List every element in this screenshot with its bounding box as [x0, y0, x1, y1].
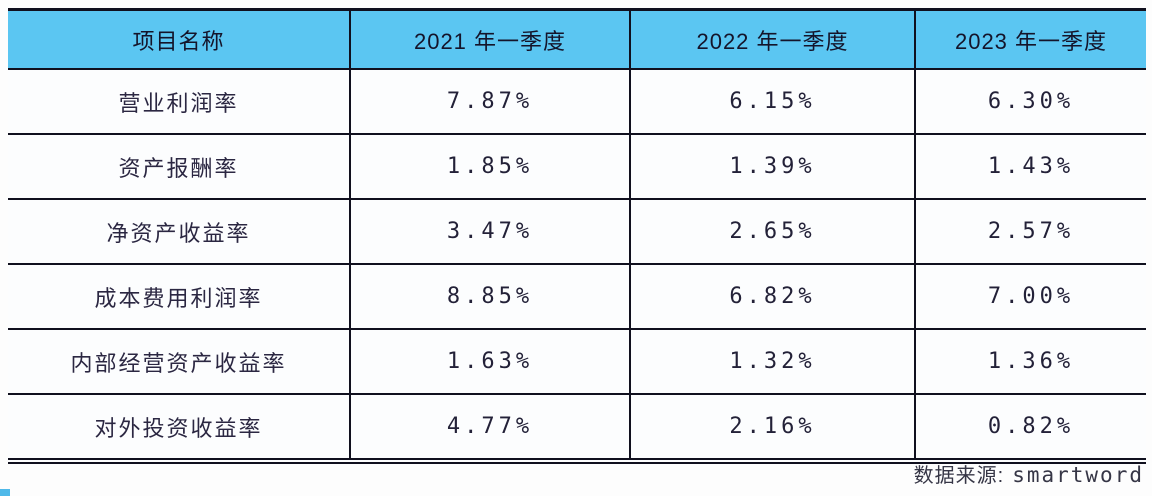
value-cell: 1.85% [349, 134, 630, 200]
value-cell: 6.82% [629, 264, 915, 330]
value-cell: 6.15% [629, 69, 915, 135]
table-row-cost-expense-profit-margin: 成本费用利润率 8.85% 6.82% 7.00% [8, 264, 1146, 330]
value-cell: 1.32% [629, 329, 915, 395]
table-row-external-investment-return: 对外投资收益率 4.77% 2.16% 0.82% [8, 394, 1146, 461]
table-row-return-on-equity: 净资产收益率 3.47% 2.65% 2.57% [8, 199, 1146, 265]
value-cell: 3.47% [349, 199, 630, 265]
value-cell: 7.00% [914, 264, 1146, 330]
value-cell: 4.77% [349, 394, 630, 461]
financial-ratios-table: 项目名称 2021 年一季度 2022 年一季度 2023 年一季度 营业利润率… [8, 8, 1146, 464]
header-cell-item-name: 项目名称 [8, 9, 350, 70]
data-source-note: 数据来源: smartword [914, 459, 1144, 488]
value-cell: 1.63% [349, 329, 630, 395]
header-cell-2021-q1: 2021 年一季度 [349, 9, 630, 70]
row-label: 净资产收益率 [8, 199, 350, 265]
value-cell: 1.43% [914, 134, 1146, 200]
value-cell: 6.30% [914, 69, 1146, 135]
table-row-return-on-assets: 资产报酬率 1.85% 1.39% 1.43% [8, 134, 1146, 200]
blue-corner-speck [0, 489, 10, 496]
value-cell: 0.82% [914, 394, 1146, 461]
table-row-internal-operating-asset-return: 内部经营资产收益率 1.63% 1.32% 1.36% [8, 329, 1146, 395]
data-source-value: smartword [1012, 463, 1144, 487]
value-cell: 7.87% [349, 69, 630, 135]
row-label: 营业利润率 [8, 69, 350, 135]
row-label: 对外投资收益率 [8, 394, 350, 461]
value-cell: 2.16% [629, 394, 915, 461]
value-cell: 2.57% [914, 199, 1146, 265]
value-cell: 1.36% [914, 329, 1146, 395]
value-cell: 1.39% [629, 134, 915, 200]
row-label: 内部经营资产收益率 [8, 329, 350, 395]
table-row-operating-profit-margin: 营业利润率 7.87% 6.15% 6.30% [8, 69, 1146, 135]
row-label: 资产报酬率 [8, 134, 350, 200]
value-cell: 8.85% [349, 264, 630, 330]
value-cell: 2.65% [629, 199, 915, 265]
header-row: 项目名称 2021 年一季度 2022 年一季度 2023 年一季度 [8, 9, 1146, 70]
header-cell-2022-q1: 2022 年一季度 [629, 9, 915, 70]
row-label: 成本费用利润率 [8, 264, 350, 330]
data-source-label: 数据来源: [913, 465, 1005, 487]
header-cell-2023-q1: 2023 年一季度 [914, 9, 1146, 70]
